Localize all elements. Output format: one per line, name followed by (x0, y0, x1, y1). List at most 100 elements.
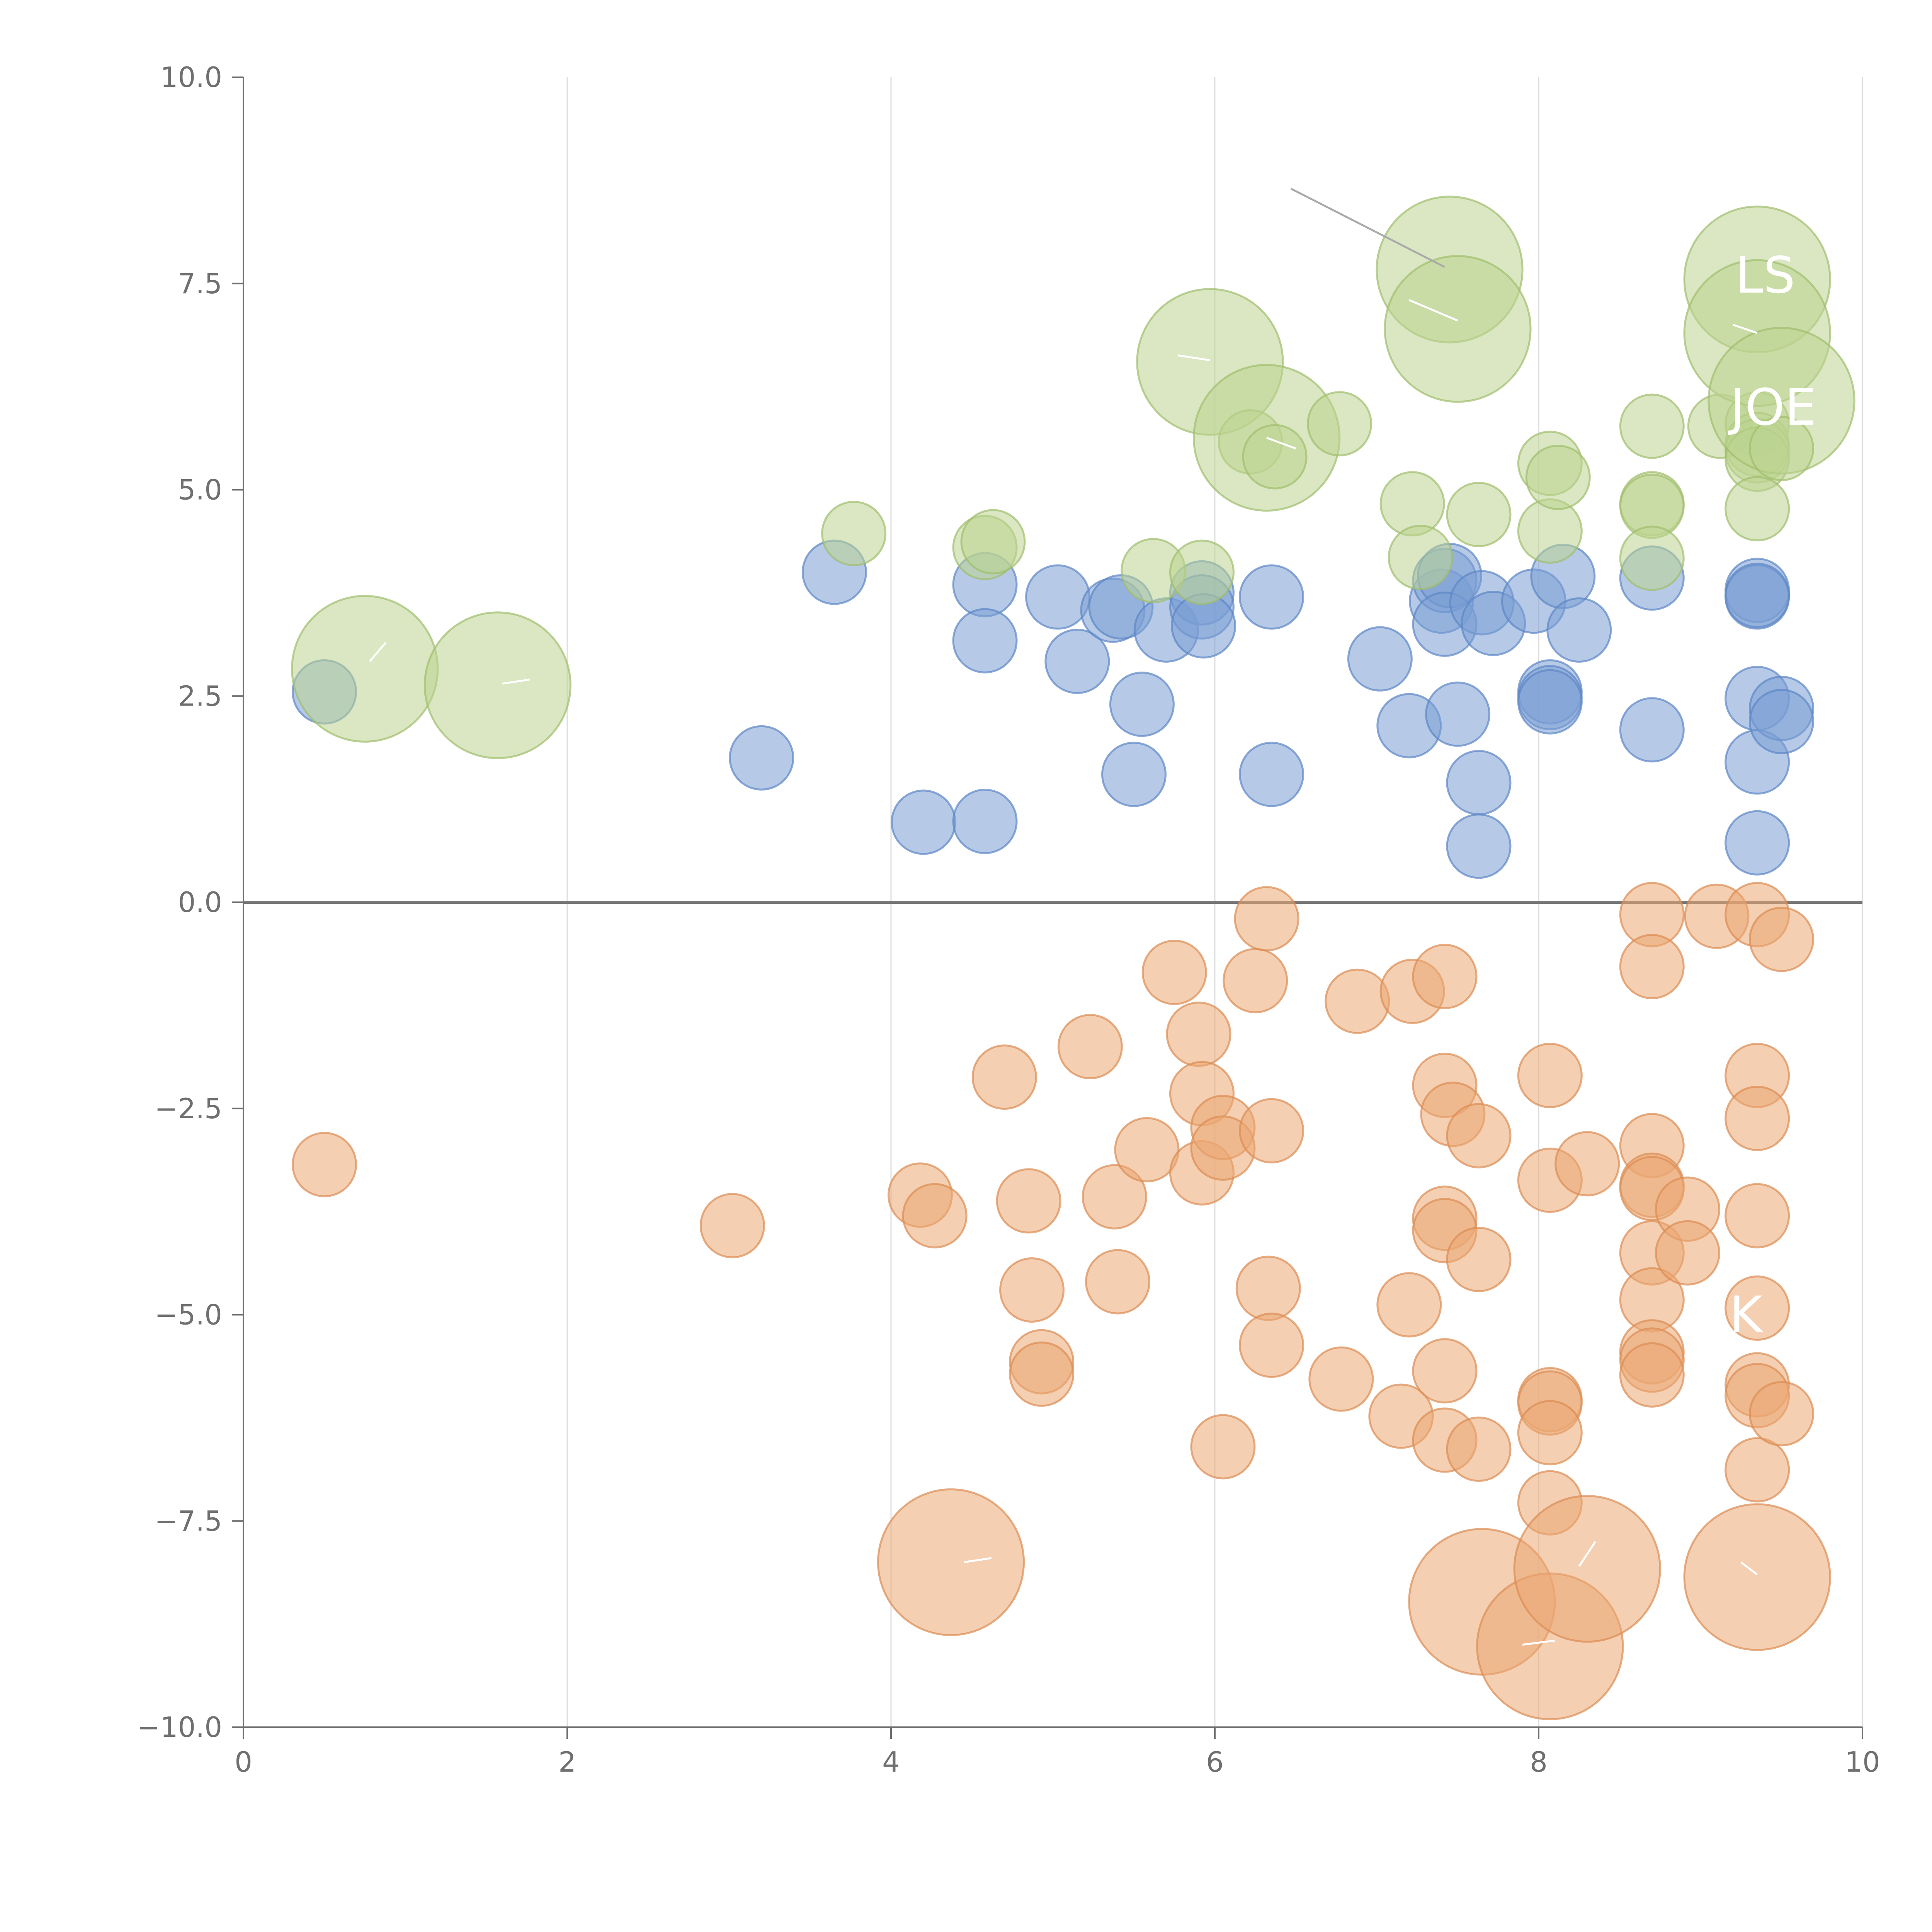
orange-bubble (1223, 948, 1288, 1014)
blue-bubble (1619, 697, 1685, 763)
y-tick-label: 10.0 (160, 61, 222, 94)
leader-line (369, 641, 387, 662)
orange-bubble (1725, 1085, 1790, 1151)
orange-bubble (1446, 1226, 1512, 1292)
orange-bubble (1239, 1312, 1304, 1378)
orange-bubble (699, 1193, 765, 1259)
y-tick-label: −5.0 (155, 1299, 222, 1331)
blue-bubble (891, 789, 956, 855)
green-bubble (1725, 476, 1790, 542)
orange-bubble (1057, 1014, 1123, 1080)
orange-bubble (1619, 934, 1685, 1000)
x-tick-label: 6 (1206, 1746, 1224, 1778)
bubble-label: K (1730, 1286, 1764, 1344)
orange-bubble (1725, 1183, 1790, 1248)
leader-line (502, 679, 531, 685)
orange-bubble (1239, 1098, 1304, 1163)
x-tick-label: 0 (235, 1746, 252, 1778)
green-bubble (1619, 393, 1685, 459)
orange-bubble (1235, 1255, 1301, 1321)
orange-bubble (1085, 1249, 1151, 1315)
blue-bubble (1517, 669, 1583, 735)
blue-bubble (1101, 742, 1167, 807)
leader-line (1522, 1639, 1555, 1646)
orange-bubble (1082, 1164, 1147, 1230)
green-bubble (1242, 424, 1308, 490)
blue-bubble (1725, 563, 1790, 628)
leader-line (1408, 299, 1458, 322)
blue-bubble (729, 725, 794, 791)
blue-bubble (1446, 813, 1512, 879)
orange-bubble (1412, 1338, 1478, 1404)
orange-bubble (996, 1168, 1061, 1234)
blue-bubble (1425, 681, 1490, 747)
green-bubble (1307, 391, 1372, 457)
orange-bubble (292, 1132, 357, 1197)
green-bubble (821, 501, 887, 566)
orange-bubble (1517, 1043, 1583, 1108)
orange-bubble (1655, 1220, 1720, 1286)
blue-bubble (1546, 597, 1612, 663)
blue-bubble (952, 608, 1018, 673)
leader-line (1740, 1561, 1758, 1576)
orange-bubble (971, 1044, 1037, 1110)
orange-bubble (1446, 1417, 1512, 1482)
green-bubble (960, 509, 1026, 575)
bubble-label: LS (1735, 246, 1795, 304)
orange-bubble (1190, 1414, 1256, 1480)
orange-bubble (1619, 1342, 1685, 1408)
orange-series (292, 882, 1831, 1720)
y-tick-label: 2.5 (178, 680, 222, 712)
blue-bubble (1044, 629, 1110, 694)
green-bubble (1525, 444, 1591, 510)
orange-bubble (1325, 968, 1390, 1034)
x-tick-label: 4 (882, 1746, 900, 1778)
green-bubble (1388, 525, 1453, 590)
tick-labels: 0 2 4 6 8 10 −10.0 −7.5 −5.0 −2.5 0.0 2.5 5.0 7.5 10.0 (137, 61, 1880, 1778)
blue-bubble (1725, 810, 1790, 876)
blue-bubble (1109, 672, 1175, 737)
orange-bubble (1114, 1117, 1180, 1182)
leader-line (1578, 1541, 1596, 1567)
blue-bubble (1446, 750, 1512, 815)
blue-bubble (1347, 626, 1413, 692)
x-tick-label: 8 (1530, 1746, 1548, 1778)
leader-line (1290, 187, 1446, 268)
green-bubble (1619, 526, 1685, 591)
blue-bubble (1749, 689, 1814, 754)
y-tick-label: −10.0 (137, 1711, 222, 1743)
y-tick-label: 5.0 (178, 474, 222, 506)
green-bubble (291, 595, 439, 743)
green-bubble (1169, 539, 1235, 605)
green-bubble (1749, 416, 1814, 481)
x-tick-label: 10 (1845, 1746, 1880, 1778)
orange-bubble (1517, 1400, 1583, 1466)
green-series (291, 196, 1855, 759)
blue-bubble (1239, 742, 1304, 807)
green-bubble (1384, 255, 1532, 403)
orange-bubble (1554, 1131, 1620, 1197)
orange-bubble (1749, 906, 1814, 972)
orange-bubble (1725, 1275, 1790, 1341)
orange-bubble (1683, 1503, 1831, 1651)
blue-bubble (952, 789, 1018, 854)
leader-line (964, 1557, 992, 1563)
orange-bubble (1376, 1272, 1442, 1338)
orange-bubble (1141, 939, 1207, 1005)
bubble-label: JOE (1728, 378, 1816, 437)
orange-bubble (1166, 1002, 1231, 1067)
orange-bubble (1749, 1381, 1814, 1447)
orange-bubble (1009, 1341, 1075, 1407)
orange-bubble (1412, 944, 1478, 1009)
y-tick-label: −2.5 (155, 1092, 222, 1125)
y-tick-label: −7.5 (155, 1505, 222, 1537)
y-tick-label: 7.5 (178, 267, 222, 300)
green-bubble (1446, 482, 1512, 548)
bubble-labels: LS JOE K (1728, 246, 1816, 1344)
leader-line (1177, 354, 1210, 361)
orange-bubble (999, 1257, 1065, 1323)
orange-bubble (1234, 886, 1299, 952)
leader-line (1732, 324, 1758, 334)
x-tick-label: 2 (558, 1746, 576, 1778)
